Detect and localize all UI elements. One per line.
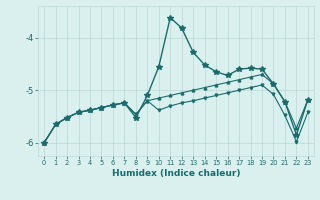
X-axis label: Humidex (Indice chaleur): Humidex (Indice chaleur) xyxy=(112,169,240,178)
